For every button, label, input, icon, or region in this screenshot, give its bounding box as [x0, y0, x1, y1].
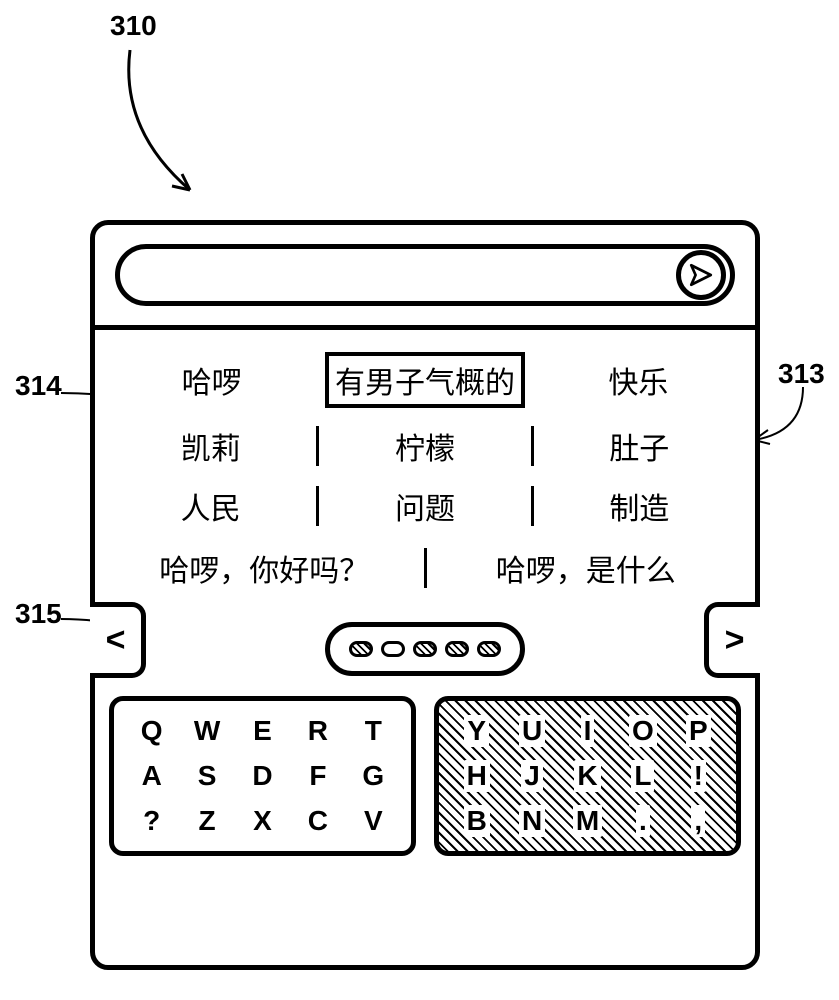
keyboard-row: Q W E R T A S D F G ? Z X C V Y U I O: [95, 686, 755, 870]
device-frame: 哈啰 有男子气概的 快乐 凯莉 柠檬 肚子 人民 问题 制造 哈啰，你好吗？ 哈…: [90, 220, 760, 970]
key-b[interactable]: B: [451, 800, 502, 841]
key-question[interactable]: ?: [126, 800, 177, 841]
keyboard-right-half: Y U I O P H J K L ! B N M . ,: [434, 696, 741, 856]
page-dot-5[interactable]: [477, 641, 501, 657]
candidate-item[interactable]: 制造: [534, 484, 745, 528]
key-m[interactable]: M: [562, 800, 613, 841]
phrase-suggestion[interactable]: 哈啰，你好吗？: [105, 546, 424, 590]
candidate-item[interactable]: 肚子: [534, 424, 745, 468]
candidate-item[interactable]: 问题: [319, 484, 530, 528]
next-page-button[interactable]: >: [704, 602, 760, 678]
phrase-suggestion[interactable]: 哈啰，是什么: [427, 546, 746, 590]
candidates-row-1: 哈啰 有男子气概的 快乐: [95, 344, 755, 416]
key-t[interactable]: T: [348, 711, 399, 752]
send-icon: [688, 262, 714, 288]
key-d[interactable]: D: [237, 756, 288, 797]
page-indicator-pill: [325, 622, 525, 676]
key-k[interactable]: K: [562, 756, 613, 797]
key-l[interactable]: L: [617, 756, 668, 797]
key-i[interactable]: I: [562, 711, 613, 752]
page-dot-2-active[interactable]: [381, 641, 405, 657]
phrase-row: 哈啰，你好吗？ 哈啰，是什么: [95, 536, 755, 596]
callout-310: 310: [110, 10, 157, 42]
text-input[interactable]: [115, 244, 735, 306]
selected-candidate-box: 有男子气概的: [325, 352, 525, 408]
page-dot-3[interactable]: [413, 641, 437, 657]
key-period[interactable]: .: [617, 800, 668, 841]
candidate-item[interactable]: 哈啰: [105, 358, 318, 402]
input-bar-area: [95, 225, 755, 330]
key-c[interactable]: C: [292, 800, 343, 841]
paging-row: < >: [95, 596, 755, 686]
key-o[interactable]: O: [617, 711, 668, 752]
candidate-item[interactable]: 凯莉: [105, 424, 316, 468]
key-v[interactable]: V: [348, 800, 399, 841]
key-z[interactable]: Z: [181, 800, 232, 841]
candidates-row-2: 凯莉 柠檬 肚子: [95, 416, 755, 476]
key-exclaim[interactable]: !: [673, 756, 724, 797]
candidate-item[interactable]: 柠檬: [319, 424, 530, 468]
key-a[interactable]: A: [126, 756, 177, 797]
callout-315: 315: [15, 598, 62, 630]
callout-314: 314: [15, 370, 62, 402]
key-f[interactable]: F: [292, 756, 343, 797]
prev-page-button[interactable]: <: [90, 602, 146, 678]
candidate-item-selected[interactable]: 有男子气概的: [318, 352, 531, 408]
key-s[interactable]: S: [181, 756, 232, 797]
page-dot-1[interactable]: [349, 641, 373, 657]
key-r[interactable]: R: [292, 711, 343, 752]
candidate-item[interactable]: 人民: [105, 484, 316, 528]
key-p[interactable]: P: [673, 711, 724, 752]
key-u[interactable]: U: [506, 711, 557, 752]
candidates-row-3: 人民 问题 制造: [95, 476, 755, 536]
page-dot-4[interactable]: [445, 641, 469, 657]
keyboard-left-half: Q W E R T A S D F G ? Z X C V: [109, 696, 416, 856]
leadline-310: [110, 40, 220, 200]
candidates-panel: 哈啰 有男子气概的 快乐 凯莉 柠檬 肚子 人民 问题 制造 哈啰，你好吗？ 哈…: [95, 330, 755, 870]
key-y[interactable]: Y: [451, 711, 502, 752]
key-q[interactable]: Q: [126, 711, 177, 752]
send-button[interactable]: [676, 250, 726, 300]
candidate-item[interactable]: 快乐: [532, 358, 745, 402]
key-j[interactable]: J: [506, 756, 557, 797]
key-comma[interactable]: ,: [673, 800, 724, 841]
key-x[interactable]: X: [237, 800, 288, 841]
key-n[interactable]: N: [506, 800, 557, 841]
key-g[interactable]: G: [348, 756, 399, 797]
key-e[interactable]: E: [237, 711, 288, 752]
key-w[interactable]: W: [181, 711, 232, 752]
key-h[interactable]: H: [451, 756, 502, 797]
